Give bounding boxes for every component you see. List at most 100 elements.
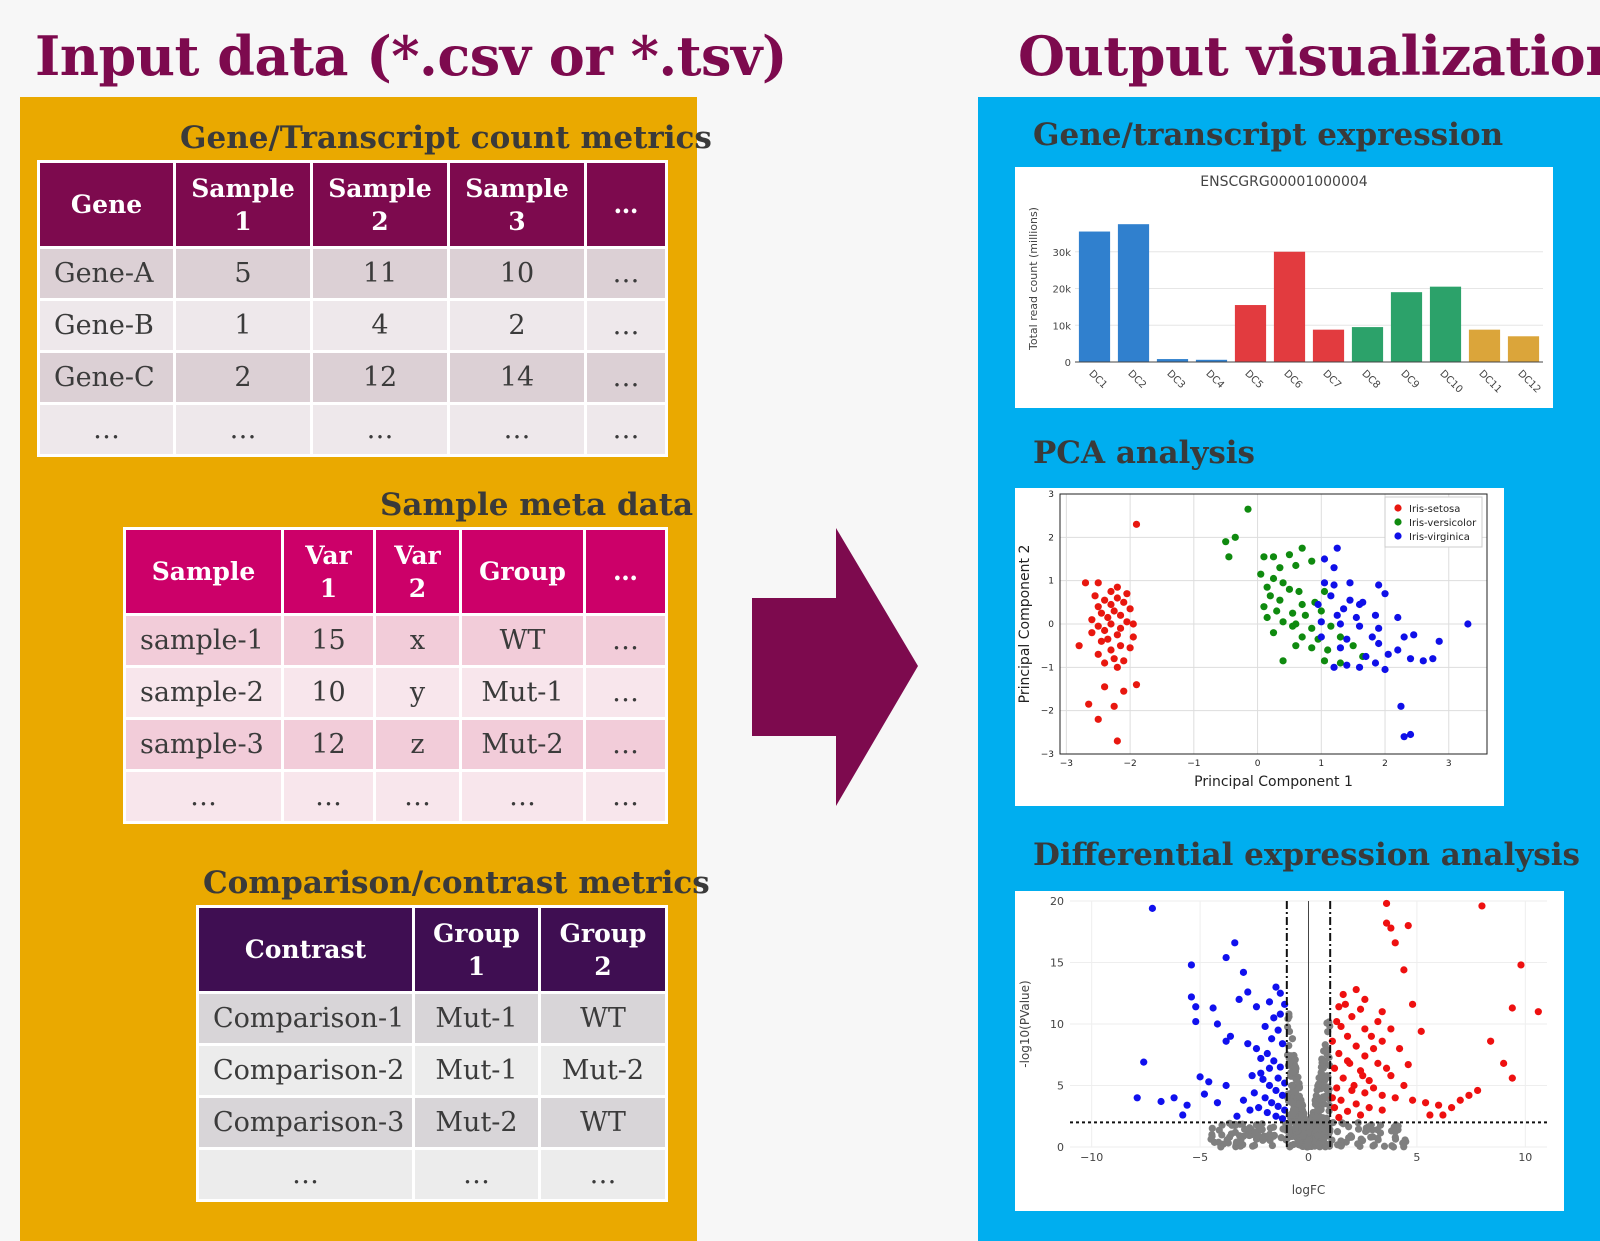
data-point: [1368, 633, 1376, 641]
data-point: [1187, 961, 1196, 969]
data-point: [1313, 1106, 1322, 1114]
table-cell: Mut-2: [412, 1095, 541, 1150]
data-point: [1313, 1086, 1321, 1094]
table-row: Gene-A 5 11 10 …: [37, 246, 668, 301]
data-point: [1140, 1058, 1148, 1066]
header-text: Sample: [328, 173, 432, 203]
data-point: [1330, 1104, 1339, 1112]
table-cell: 15: [281, 613, 376, 668]
data-point: [1239, 1096, 1248, 1104]
data-point: [1378, 1091, 1386, 1099]
data-point: [1349, 642, 1357, 650]
data-point: [1308, 644, 1316, 652]
data-point: [1192, 1017, 1200, 1026]
data-point: [1345, 1123, 1353, 1131]
data-point: [1269, 574, 1278, 583]
table-cell: sample-1: [123, 613, 284, 668]
data-point: [1330, 581, 1338, 589]
data-point: [1352, 1042, 1360, 1050]
header-text: 1: [319, 573, 338, 603]
x-tick-label: DC4: [1203, 368, 1226, 391]
volcano-chart-panel: −10 −5 0 5 10 0 5 10 15 20 logFC -log10(PValue): [1015, 891, 1564, 1211]
data-point: [1367, 1032, 1375, 1040]
data-point: [1465, 1091, 1473, 1099]
data-point: [1274, 1102, 1282, 1111]
data-point: [1478, 902, 1486, 910]
data-point: [1210, 1138, 1219, 1146]
x-tick-label: −3: [1060, 759, 1073, 769]
table-cell: 2: [447, 298, 587, 353]
data-point: [1354, 1140, 1362, 1148]
data-point: [1321, 1143, 1329, 1151]
data-point: [1374, 1017, 1382, 1026]
output-visualization-title: Output visualization: [1018, 24, 1600, 88]
data-point: [1371, 611, 1380, 619]
data-point: [1217, 1143, 1225, 1151]
data-point: [1336, 659, 1345, 667]
data-point: [1374, 1059, 1382, 1067]
data-point: [1268, 1099, 1276, 1107]
data-point: [1110, 607, 1118, 615]
data-point: [1378, 1106, 1386, 1114]
data-point: [1107, 587, 1115, 596]
data-point: [1257, 1054, 1265, 1063]
data-point: [1356, 1111, 1365, 1119]
data-point: [1129, 633, 1137, 641]
plot-frame: [1059, 493, 1488, 755]
table-cell: …: [373, 769, 462, 824]
data-point: [1343, 635, 1351, 643]
data-point: [1352, 613, 1360, 622]
data-point: [1244, 1040, 1252, 1048]
data-point: [1327, 592, 1335, 600]
data-point: [1276, 1063, 1284, 1071]
data-point: [1322, 1093, 1330, 1102]
x-tick-label: DC1: [1086, 368, 1109, 391]
table-row: … … … … …: [37, 402, 668, 457]
data-point: [1359, 598, 1367, 606]
y-tick-label: 0: [1048, 620, 1054, 630]
table-cell: …: [583, 717, 668, 772]
data-point: [1417, 1027, 1425, 1035]
y-axis-label: Principal Component 2: [1017, 545, 1033, 704]
header-text: Contrast: [244, 935, 367, 964]
bar: [1156, 359, 1189, 362]
data-point: [1233, 1112, 1241, 1120]
data-point: [1361, 1025, 1369, 1033]
data-point: [1359, 1072, 1367, 1080]
data-point: [1324, 646, 1332, 654]
table-header-cell: Var 2: [373, 527, 462, 616]
data-point: [1278, 1091, 1287, 1099]
data-point: [1400, 733, 1408, 741]
table-row: Comparison-1 Mut-1 WT: [196, 991, 668, 1046]
table-cell: …: [412, 1147, 541, 1202]
y-tick-label: 10: [1050, 1018, 1064, 1031]
header-text: Sample: [191, 173, 295, 203]
data-point: [1400, 633, 1408, 641]
table-row: sample-3 12 z Mut-2 …: [123, 717, 668, 772]
data-point: [1355, 663, 1364, 671]
data-point: [1319, 1064, 1328, 1072]
data-point: [1298, 633, 1306, 641]
data-point: [1170, 1094, 1178, 1102]
header-text: …: [613, 557, 638, 586]
data-point: [1126, 644, 1134, 652]
expression-chart-title: Gene/transcript expression: [1033, 117, 1504, 153]
data-point: [1333, 1128, 1342, 1136]
table-header-cell: Sample: [123, 527, 284, 616]
header-text: 1: [234, 206, 252, 236]
data-point: [1387, 924, 1395, 932]
table-cell: Comparison-1: [196, 991, 415, 1046]
data-point: [1397, 702, 1405, 710]
data-point: [1226, 1032, 1235, 1040]
table-cell: WT: [538, 991, 668, 1046]
table-cell: WT: [459, 613, 586, 668]
data-point: [1276, 596, 1284, 604]
data-point: [1361, 995, 1369, 1003]
header-text: Sample: [465, 173, 569, 203]
data-point: [1319, 1114, 1327, 1122]
data-point: [1373, 1126, 1381, 1134]
data-point: [1337, 1142, 1345, 1150]
data-point: [1094, 715, 1102, 723]
data-point: [1288, 1035, 1297, 1043]
data-point: [1244, 505, 1252, 513]
